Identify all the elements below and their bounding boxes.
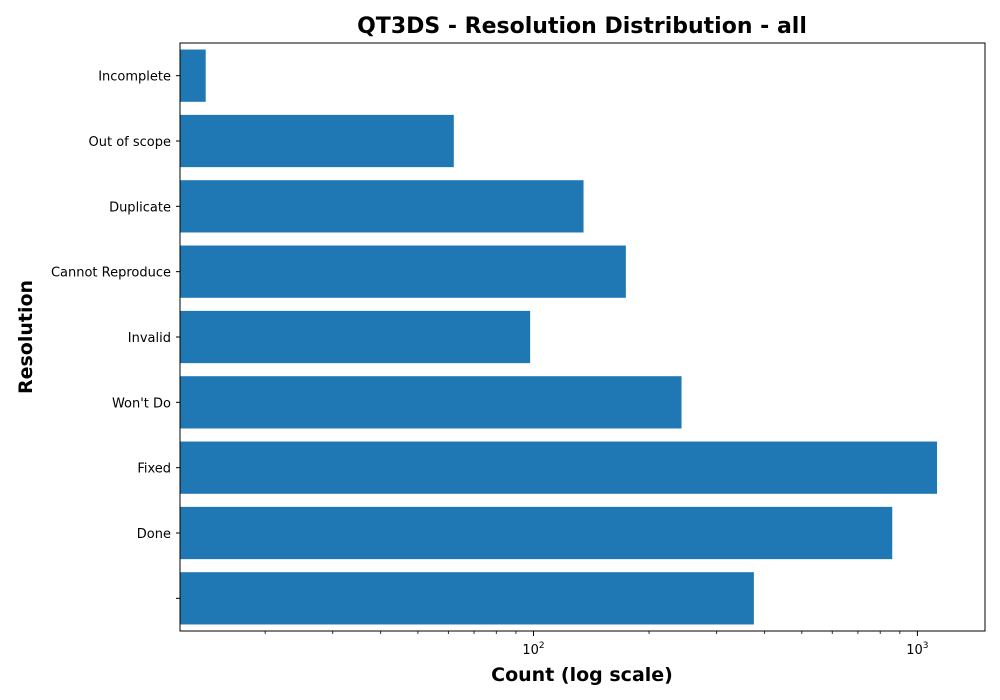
x-axis-label: Count (log scale) — [491, 664, 673, 686]
y-tick-label-3: Won't Do — [112, 396, 171, 411]
bar-2 — [180, 441, 938, 494]
y-axis-label: Resolution — [15, 280, 37, 394]
y-tick-label-7: Out of scope — [89, 135, 172, 150]
x-tick-label-0: 102 — [522, 641, 544, 658]
y-tick-label-2: Fixed — [137, 462, 171, 477]
plot-area: Done Fixed Won't Do Invalid Cannot Reproduce… — [51, 42, 986, 658]
bar-0 — [180, 572, 754, 625]
bar-1 — [180, 506, 893, 560]
bar-6 — [180, 180, 584, 233]
y-tick-label-4: Invalid — [128, 331, 171, 346]
y-tick-label-8: Incomplete — [98, 70, 171, 85]
y-tick-label-6: Duplicate — [109, 200, 171, 215]
bar-3 — [180, 376, 682, 429]
bar-7 — [180, 114, 454, 168]
bar-8 — [180, 49, 206, 102]
bar-4 — [180, 310, 531, 364]
plot-frame — [179, 42, 986, 632]
y-tick-label-5: Cannot Reproduce — [51, 266, 171, 281]
x-tick-label-1: 103 — [906, 641, 928, 658]
bar-5 — [180, 245, 626, 298]
chart-title: QT3DS - Resolution Distribution - all — [357, 14, 807, 39]
y-tick-label-1: Done — [137, 527, 171, 542]
